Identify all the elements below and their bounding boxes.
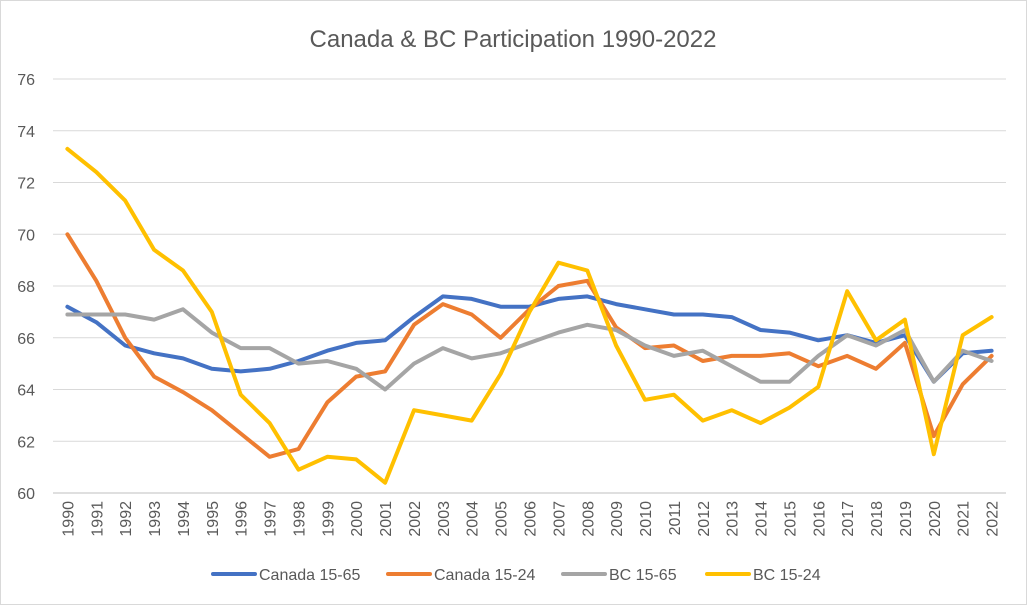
y-tick-label: 72 <box>17 176 35 193</box>
x-tick-label: 2014 <box>754 501 771 537</box>
legend-label: Canada 15-24 <box>434 567 536 584</box>
x-tick-label: 1993 <box>147 501 164 537</box>
x-tick-label: 1990 <box>60 501 77 537</box>
series-line-bc-15-65 <box>65 307 994 392</box>
x-tick-label: 2002 <box>407 501 424 537</box>
legend-item-bc-15-24: BC 15-24 <box>705 567 821 584</box>
legend-label: BC 15-65 <box>609 567 677 584</box>
x-tick-label: 2004 <box>465 501 482 537</box>
x-tick-label: 2011 <box>667 501 684 536</box>
x-tick-label: 1995 <box>205 501 222 537</box>
y-tick-label: 76 <box>17 72 35 89</box>
x-tick-label: 2020 <box>927 501 944 537</box>
legend-label: Canada 15-65 <box>259 567 361 584</box>
x-tick-label: 2006 <box>523 501 540 537</box>
gridlines <box>53 78 1006 442</box>
x-tick-label: 2009 <box>609 501 626 537</box>
x-tick-label: 2018 <box>869 501 886 537</box>
x-tick-label: 2010 <box>638 501 655 537</box>
chart-title: Canada & BC Participation 1990-2022 <box>310 26 717 53</box>
y-tick-label: 64 <box>17 383 35 400</box>
x-tick-label: 2021 <box>956 501 973 537</box>
x-tick-label: 2001 <box>378 501 395 537</box>
x-tick-label: 2007 <box>551 501 568 537</box>
y-tick-label: 74 <box>17 124 35 141</box>
x-tick-label: 2019 <box>898 501 915 537</box>
legend-label: BC 15-24 <box>753 567 821 584</box>
x-tick-label: 2008 <box>580 501 597 537</box>
x-axis-ticks: 1990 1991 1992 1993 1994 1995 1996 1997 1998 1999… <box>60 501 1001 537</box>
y-tick-label: 66 <box>17 331 35 348</box>
x-tick-label: 2017 <box>840 501 857 537</box>
legend-item-canada-15-65: Canada 15-65 <box>211 567 361 584</box>
series-line-canada-15-65 <box>65 294 994 384</box>
x-tick-label: 2005 <box>494 501 511 537</box>
x-tick-label: 2012 <box>696 501 713 537</box>
y-tick-label: 62 <box>17 434 35 451</box>
x-tick-label: 1994 <box>176 501 193 537</box>
series-line-bc-15-24 <box>65 146 994 485</box>
x-tick-label: 2022 <box>985 501 1002 537</box>
x-tick-label: 2013 <box>725 501 742 537</box>
x-tick-label: 2016 <box>811 501 828 537</box>
legend-item-bc-15-65: BC 15-65 <box>561 567 677 584</box>
x-tick-label: 1991 <box>89 501 106 537</box>
series-line-canada-15-24 <box>65 232 994 459</box>
x-tick-label: 1999 <box>320 501 337 537</box>
x-tick-label: 1998 <box>291 501 308 537</box>
x-tick-label: 1996 <box>234 501 251 537</box>
x-tick-label: 2000 <box>349 501 366 537</box>
legend-item-canada-15-24: Canada 15-24 <box>386 567 536 584</box>
x-tick-label: 2015 <box>782 501 799 537</box>
y-tick-label: 60 <box>17 486 35 503</box>
legend: Canada 15-65 Canada 15-24 BC 15-65 BC 15-24 <box>211 567 821 584</box>
y-tick-label: 70 <box>17 227 35 244</box>
y-tick-label: 68 <box>17 279 35 296</box>
series-lines <box>65 146 994 485</box>
x-tick-label: 1997 <box>263 501 280 537</box>
x-tick-label: 1992 <box>118 501 135 537</box>
y-axis-ticks: 60 62 64 66 68 70 72 74 76 <box>17 72 35 503</box>
x-tick-label: 2003 <box>436 501 453 537</box>
